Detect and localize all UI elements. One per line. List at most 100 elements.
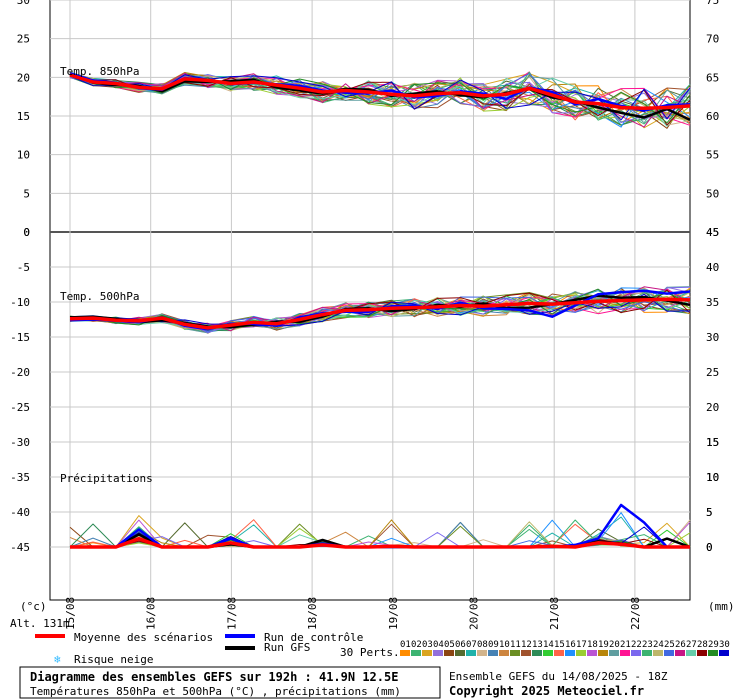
y-tick-right-500: 10 (706, 471, 719, 484)
legend: Moyenne des scénarios Run de contrôle Ru… (35, 631, 730, 666)
y-tick-left-850: 30 (17, 0, 30, 7)
x-tick-label: 16/08 (145, 597, 158, 630)
pert-color-swatch (631, 650, 641, 656)
footer-title: Diagramme des ensembles GEFS sur 192h : … (30, 670, 398, 684)
pert-color-swatch (587, 650, 597, 656)
mean-line-temp850 (69, 73, 691, 111)
legend-mean-label: Moyenne des scénarios (74, 631, 213, 644)
y-tick-right-850: 50 (706, 187, 719, 200)
x-tick-label: 18/08 (306, 597, 319, 630)
pert-number: 25 (664, 640, 675, 650)
y-tick-left-500: -45 (10, 541, 30, 554)
y-tick-left-850: 5 (23, 187, 30, 200)
pert-number: 06 (455, 640, 466, 650)
pert-color-swatch (499, 650, 509, 656)
snowflake-icon: ❄ (54, 653, 61, 666)
pert-number: 03 (422, 640, 433, 650)
pert-number: 28 (697, 640, 708, 650)
pert-color-swatch (675, 650, 685, 656)
pert-number: 18 (587, 640, 598, 650)
pert-number: 10 (499, 640, 510, 650)
perturbation-line (69, 72, 691, 124)
pert-number: 26 (675, 640, 686, 650)
mean-line-precip (70, 536, 690, 549)
pert-color-swatch (620, 650, 630, 656)
y-tick-right-precip: 0 (706, 541, 713, 554)
pert-number: 20 (609, 640, 620, 650)
pert-number: 21 (620, 640, 631, 650)
pert-number: 13 (532, 640, 543, 650)
pert-color-swatch (664, 650, 674, 656)
y-tick-right-850: 45 (706, 226, 719, 239)
y-tick-right-850: 75 (706, 0, 719, 7)
panel-title-500: Temp. 500hPa (60, 290, 139, 303)
perturbation-line (69, 74, 691, 121)
x-tick-label: 20/08 (468, 597, 481, 630)
pert-number: 11 (510, 640, 521, 650)
legend-snow-label: Risque neige (74, 653, 153, 666)
pert-color-swatch (411, 650, 421, 656)
footer-box (19, 666, 441, 699)
y-tick-right-500: 20 (706, 401, 719, 414)
perturbation-line (69, 288, 691, 329)
footer-ensemble: Ensemble GEFS du 14/08/2025 - 18Z (449, 670, 668, 683)
pert-color-swatch (477, 650, 487, 656)
pert-number: 08 (477, 640, 488, 650)
pert-color-swatch (686, 650, 696, 656)
pert-color-swatch (510, 650, 520, 656)
mean-line-temp500 (69, 297, 691, 330)
pert-color-swatch (455, 650, 465, 656)
x-tick-label: 21/08 (548, 597, 561, 630)
pert-number: 04 (433, 640, 444, 650)
legend-perts-label: 30 Perts. (340, 646, 400, 659)
pert-number: 22 (631, 640, 642, 650)
pert-number: 27 (686, 640, 697, 650)
panel-title-precip: Précipitations (60, 472, 153, 485)
y-tick-right-500: 25 (706, 366, 719, 379)
pert-color-swatch (697, 650, 707, 656)
footer-subtitle: Températures 850hPa et 500hPa (°C) , pré… (30, 685, 401, 698)
pert-color-swatch (609, 650, 619, 656)
pert-color-swatch (466, 650, 476, 656)
y-tick-left-850: 10 (17, 149, 30, 162)
pert-number: 24 (653, 640, 664, 650)
pert-color-swatch (642, 650, 652, 656)
pert-number: 05 (444, 640, 455, 650)
pert-number: 19 (598, 640, 609, 650)
pert-color-swatch (488, 650, 498, 656)
left-unit-label: (°c) (20, 600, 47, 613)
y-tick-right-precip: 5 (706, 506, 713, 519)
y-tick-left-500: -5 (17, 261, 30, 274)
grid-layer (49, 0, 691, 601)
pert-number: 30 (719, 640, 730, 650)
perturbation-legend: 01 02 03 04 05 06 07 08 09 10 11 12 13 14 15 16 17 18 19 20… (400, 640, 730, 656)
pert-color-swatch (576, 650, 586, 656)
y-tick-right-500: 5 (706, 506, 713, 519)
pert-color-swatch (400, 650, 410, 656)
pert-number: 23 (642, 640, 653, 650)
y-tick-right-850: 60 (706, 110, 719, 123)
pert-number: 14 (543, 640, 554, 650)
y-tick-right-500: 45 (706, 226, 719, 239)
y-tick-right-850: 70 (706, 33, 719, 46)
pert-number: 15 (554, 640, 565, 650)
pert-color-swatch (653, 650, 663, 656)
legend-control-label: Run de contrôle (264, 631, 363, 644)
pert-color-swatch (543, 650, 553, 656)
y-tick-right-500: 40 (706, 261, 719, 274)
pert-number: 02 (411, 640, 422, 650)
pert-number: 29 (708, 640, 719, 650)
y-tick-right-precip: 10 (706, 471, 719, 484)
footer-copyright: Copyright 2025 Meteociel.fr (449, 684, 644, 698)
pert-number: 12 (521, 640, 532, 650)
y-tick-right-precip: 15 (706, 436, 719, 449)
y-tick-left-500: -20 (10, 366, 30, 379)
pert-number: 17 (576, 640, 587, 650)
pert-color-swatch (719, 650, 729, 656)
right-unit-label: (mm) (708, 600, 735, 613)
y-tick-right-850: 65 (706, 71, 719, 84)
pert-number: 01 (400, 640, 411, 650)
x-tick-label: 17/08 (225, 597, 238, 630)
y-tick-right-500: 30 (706, 331, 719, 344)
